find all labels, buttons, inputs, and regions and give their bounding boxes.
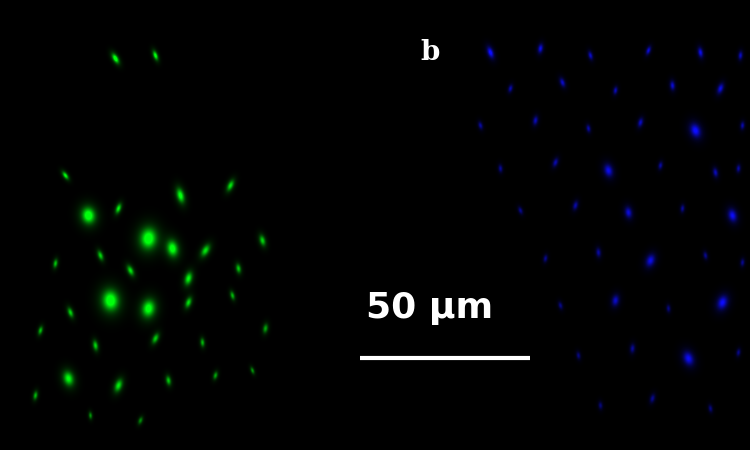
Text: 50 μm: 50 μm (367, 291, 494, 325)
Text: b: b (420, 39, 440, 66)
